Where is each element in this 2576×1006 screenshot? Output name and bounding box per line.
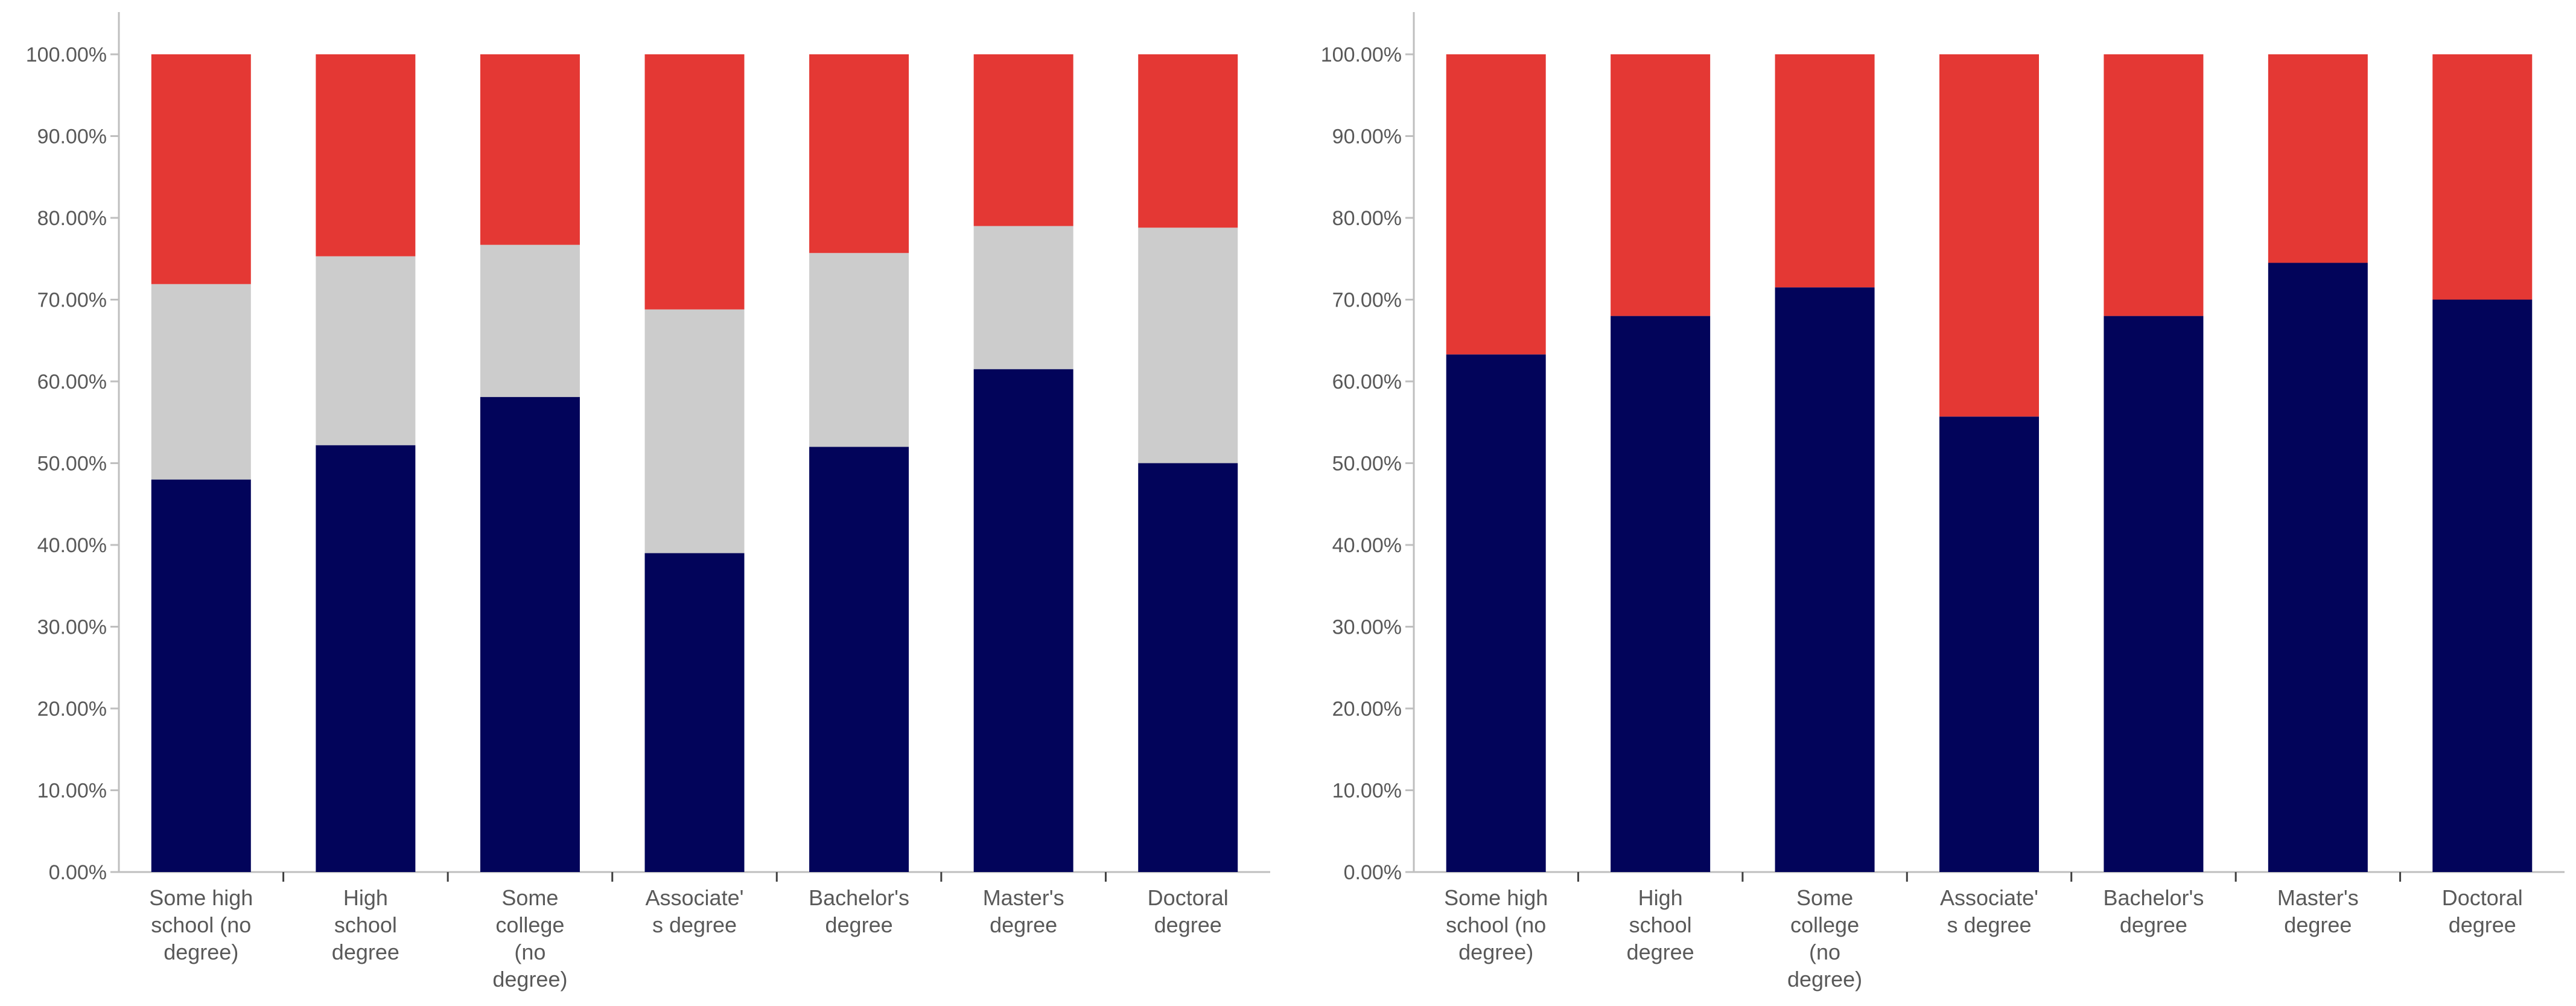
bar-segment-1: [1611, 316, 1711, 872]
y-tick-label: 20.00%: [37, 698, 107, 721]
y-tick-label: 60.00%: [37, 371, 107, 393]
x-category-label: High school degree: [1627, 885, 1694, 964]
x-category-label: Bachelor's degree: [809, 885, 909, 937]
x-category-label: Some college (no degree): [492, 885, 567, 992]
y-tick-label: 10.00%: [37, 779, 107, 802]
x-category-label: Doctoral degree: [1148, 885, 1229, 937]
y-tick-label: 0.00%: [49, 861, 107, 884]
bar-segment-1: [316, 445, 416, 872]
x-category-label: Doctoral degree: [2442, 885, 2523, 937]
bar-segment-3: [151, 54, 251, 284]
bar-segment-1: [151, 479, 251, 872]
bar-segment-2: [1138, 228, 1238, 463]
y-tick-label: 30.00%: [37, 616, 107, 638]
y-tick-label: 20.00%: [1332, 698, 1402, 721]
bar-segment-2: [151, 284, 251, 480]
y-tick-label: 80.00%: [37, 207, 107, 230]
bar-segment-3: [644, 54, 745, 310]
y-tick-label: 40.00%: [1332, 534, 1402, 557]
x-category-label: Some high school (no degree): [149, 885, 253, 964]
x-category-label: Master's degree: [983, 885, 1064, 937]
bar-segment-2: [2268, 54, 2368, 263]
y-tick-label: 50.00%: [37, 452, 107, 475]
x-category-label: Some college (no degree): [1787, 885, 1862, 992]
bar-segment-3: [973, 54, 1073, 226]
y-tick-label: 80.00%: [1332, 207, 1402, 230]
y-tick-label: 10.00%: [1332, 779, 1402, 802]
bar-segment-3: [809, 54, 909, 253]
y-tick-label: 30.00%: [1332, 616, 1402, 638]
bar-segment-3: [316, 54, 416, 256]
bar-segment-2: [2432, 54, 2533, 300]
y-tick-label: 60.00%: [1332, 371, 1402, 393]
y-tick-label: 40.00%: [37, 534, 107, 557]
x-category-label: Master's degree: [2277, 885, 2359, 937]
bar-segment-1: [1939, 416, 2039, 872]
bar-segment-1: [973, 369, 1073, 872]
bar-segment-2: [1939, 54, 2039, 417]
bar-segment-2: [1775, 54, 1875, 288]
bar-segment-1: [2268, 263, 2368, 872]
y-tick-label: 90.00%: [37, 125, 107, 148]
y-tick-label: 90.00%: [1332, 125, 1402, 148]
x-category-label: Bachelor's degree: [2103, 885, 2204, 937]
bar-segment-1: [480, 396, 580, 872]
bar-segment-1: [809, 447, 909, 872]
y-tick-label: 100.00%: [26, 43, 107, 66]
bar-segment-2: [809, 253, 909, 447]
y-tick-label: 100.00%: [1321, 43, 1402, 66]
chart-right: 0.00% 10.00% 20.00% 30.00% 40.00% 50.00% 60.00…: [1321, 12, 2565, 992]
bar-segment-1: [2104, 316, 2204, 872]
x-category-label: Associate' s degree: [646, 885, 744, 937]
y-tick-label: 70.00%: [1332, 288, 1402, 311]
y-tick-label: 70.00%: [37, 288, 107, 311]
bar-segment-2: [644, 309, 745, 553]
x-category-label: Associate' s degree: [1940, 885, 2038, 937]
y-tick-label: 0.00%: [1344, 861, 1402, 884]
x-category-label: High school degree: [332, 885, 399, 964]
bar-segment-1: [2432, 299, 2533, 872]
x-category-label: Some high school (no degree): [1444, 885, 1548, 964]
bar-segment-3: [1138, 54, 1238, 228]
bar-segment-3: [480, 54, 580, 245]
bar-segment-2: [1611, 54, 1711, 316]
bar-segment-1: [1138, 463, 1238, 872]
bar-segment-2: [480, 244, 580, 397]
bar-segment-2: [2104, 54, 2204, 316]
bar-segment-1: [1446, 354, 1546, 872]
bar-segment-2: [973, 226, 1073, 369]
chart-left: 0.00% 10.00% 20.00% 30.00% 40.00% 50.00% 60.00…: [26, 12, 1270, 992]
bar-segment-2: [1446, 54, 1546, 355]
y-tick-label: 50.00%: [1332, 452, 1402, 475]
bar-segment-2: [316, 256, 416, 445]
bar-segment-1: [1775, 287, 1875, 872]
bar-segment-1: [644, 553, 745, 872]
